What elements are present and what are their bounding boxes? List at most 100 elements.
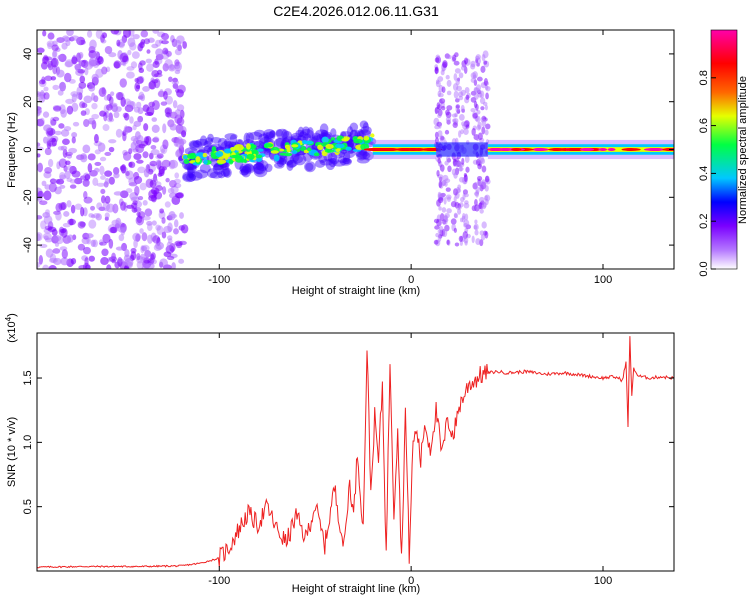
heatmap-cell bbox=[91, 113, 100, 120]
heatmap-cell bbox=[248, 131, 263, 140]
heatmap-cell bbox=[217, 170, 226, 179]
heatmap-cell bbox=[169, 243, 176, 252]
heatmap-cell bbox=[63, 211, 70, 217]
heatmap-cell bbox=[122, 149, 128, 156]
heatmap-cell bbox=[253, 165, 268, 178]
heatmap-cell bbox=[446, 208, 452, 214]
heatmap-cell bbox=[166, 241, 172, 250]
heatmap-cell bbox=[240, 165, 252, 178]
heatmap-cell bbox=[161, 217, 166, 224]
spectrogram-y-tick-label: 0 bbox=[22, 146, 34, 152]
spectrogram-y-tick-label: 40 bbox=[22, 48, 34, 60]
heatmap-cell bbox=[70, 204, 76, 214]
heatmap-cell bbox=[199, 135, 208, 147]
heatmap-cell bbox=[178, 258, 185, 264]
heatmap-cell bbox=[187, 166, 194, 179]
colorbar: 0.0 0.2 0.4 0.6 0.8 Normalized spectral ampl… bbox=[698, 29, 749, 277]
heatmap-cell bbox=[37, 215, 43, 220]
heatmap-cell bbox=[189, 140, 200, 151]
heatmap-cell bbox=[119, 52, 129, 63]
heatmap-cell bbox=[146, 63, 154, 72]
snr-y-tick-label: 0.5 bbox=[22, 499, 34, 514]
heatmap-cell bbox=[483, 78, 488, 86]
heatmap-cell bbox=[355, 150, 369, 158]
heatmap-cell bbox=[104, 46, 113, 55]
heatmap-cell bbox=[454, 242, 460, 247]
heatmap-cell bbox=[132, 200, 138, 206]
heatmap-cell bbox=[91, 92, 96, 101]
heatmap-cell bbox=[152, 136, 160, 143]
heatmap-cell bbox=[173, 63, 181, 70]
heatmap-cell bbox=[453, 161, 460, 167]
heatmap-cell bbox=[169, 253, 178, 259]
heatmap-cell bbox=[434, 66, 439, 71]
heatmap-cell bbox=[460, 89, 466, 96]
heatmap-cell bbox=[39, 117, 45, 127]
heatmap-cell bbox=[176, 192, 185, 199]
heatmap-cell bbox=[239, 158, 247, 163]
heatmap-cell bbox=[115, 246, 124, 251]
heatmap-cell bbox=[38, 79, 46, 85]
heatmap-cell bbox=[444, 213, 450, 219]
heatmap-cell bbox=[478, 196, 485, 204]
heatmap-cell bbox=[52, 50, 58, 58]
heatmap-cell bbox=[131, 202, 138, 209]
spectrogram-x-label: Height of straight line (km) bbox=[292, 285, 420, 297]
heatmap-cell bbox=[479, 97, 486, 105]
snr-background bbox=[37, 333, 674, 571]
heatmap-cell bbox=[182, 41, 187, 49]
heatmap-cell bbox=[136, 253, 141, 261]
heatmap-cell bbox=[108, 238, 114, 249]
heatmap-cell bbox=[118, 234, 125, 242]
heatmap-cell bbox=[144, 249, 152, 258]
heatmap-cell bbox=[183, 158, 190, 165]
heatmap-cell bbox=[464, 86, 470, 94]
spectrogram-panel: -100 0 100 -40 -20 0 20 40 Height of straight … bbox=[6, 29, 675, 297]
heatmap-cell bbox=[140, 30, 149, 38]
heatmap-cell bbox=[228, 159, 234, 165]
heatmap-cell bbox=[37, 106, 43, 116]
heatmap-cell bbox=[458, 95, 464, 101]
heatmap-cell bbox=[463, 222, 468, 228]
heatmap-cell bbox=[239, 163, 252, 174]
heatmap-cell bbox=[330, 128, 337, 138]
heatmap-cell bbox=[437, 113, 442, 119]
heatmap-cell bbox=[436, 170, 440, 177]
heatmap-cell bbox=[159, 258, 168, 268]
heatmap-cell bbox=[39, 243, 48, 248]
heatmap-cell bbox=[63, 126, 72, 132]
heatmap-cell bbox=[353, 138, 363, 144]
heatmap-cell bbox=[151, 69, 159, 78]
colorbar-label: Normalized spectral amplitude bbox=[737, 76, 749, 224]
heatmap-cell bbox=[224, 133, 238, 140]
heatmap-cell bbox=[321, 136, 329, 144]
heatmap-cell bbox=[136, 159, 144, 164]
heatmap-cell bbox=[473, 87, 480, 93]
heatmap-cell bbox=[440, 69, 445, 76]
heatmap-cell bbox=[71, 93, 77, 103]
heatmap-cell bbox=[325, 144, 334, 150]
heatmap-cell bbox=[149, 160, 158, 167]
heatmap-cell bbox=[453, 172, 458, 179]
heatmap-cell bbox=[136, 215, 143, 224]
heatmap-cell bbox=[186, 173, 196, 182]
heatmap-cell bbox=[131, 51, 140, 59]
heatmap-region-bursts bbox=[433, 50, 491, 247]
snr-y-tick-label: 1.0 bbox=[22, 435, 34, 450]
heatmap-cell bbox=[113, 61, 120, 69]
heatmap-cell bbox=[436, 102, 440, 110]
heatmap-cell bbox=[37, 118, 45, 127]
heatmap-cell bbox=[39, 200, 48, 206]
heatmap-cell bbox=[291, 144, 299, 148]
heatmap-cell bbox=[143, 38, 150, 45]
heatmap-cell bbox=[150, 149, 160, 156]
heatmap-cell bbox=[52, 116, 60, 122]
heatmap-cell bbox=[207, 168, 218, 179]
heatmap-cell bbox=[52, 248, 61, 254]
heatmap-cell bbox=[313, 152, 320, 157]
heatmap-cell bbox=[279, 153, 288, 165]
heatmap-cell bbox=[169, 159, 179, 169]
heatmap-cell bbox=[289, 154, 304, 164]
heatmap-cell bbox=[130, 196, 140, 202]
heatmap-cell bbox=[346, 139, 355, 148]
